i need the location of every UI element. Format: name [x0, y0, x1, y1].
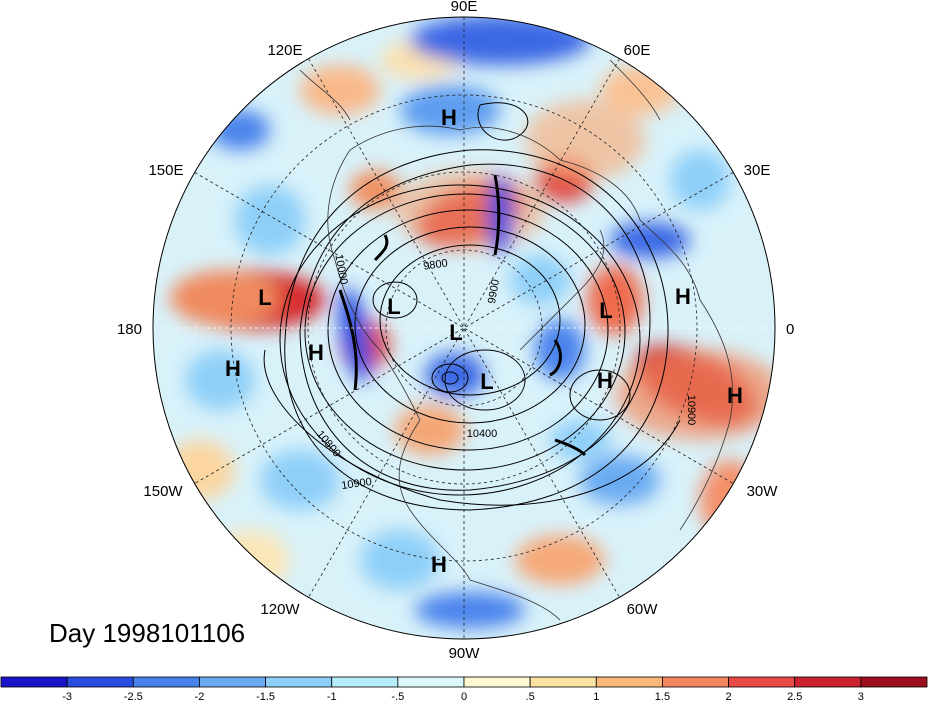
low-center: L [599, 298, 612, 323]
lon-label-60e: 60E [624, 42, 651, 59]
colorbar-box [794, 676, 862, 688]
pressure-centers: H H H H H H H L L L L L L [225, 105, 743, 577]
colorbar-box [265, 676, 333, 688]
lon-label-150e: 150E [148, 162, 183, 179]
colorbar-box [199, 676, 266, 688]
colorbar-tick-label: 3 [858, 691, 864, 702]
low-center: L [480, 369, 493, 394]
low-center: L [258, 285, 271, 310]
low-center: L [387, 294, 400, 319]
lon-label-150w: 150W [143, 483, 183, 500]
colorbar-tick-label: 2.5 [787, 691, 802, 702]
high-center: H [597, 368, 613, 393]
contour-label: 9800 [423, 257, 449, 272]
high-center: H [308, 340, 324, 365]
lon-label-90e: 90E [451, 0, 478, 15]
colorbar-box [0, 676, 68, 688]
colorbar-tick-label: .5 [526, 691, 535, 702]
lon-label-120e: 120E [267, 42, 302, 59]
colorbar-tick-label: 1.5 [655, 691, 670, 702]
day-label: Day 1998101106 [49, 618, 246, 648]
colorbar-tick-label: 1 [593, 691, 599, 702]
colorbar-box [595, 676, 663, 688]
high-center: H [727, 383, 743, 408]
anomaly-shading [153, 17, 775, 639]
contour-label: 10000 [332, 253, 349, 285]
contour-label: 9900 [486, 278, 502, 304]
height-contours [263, 102, 681, 511]
colorbar-box [728, 676, 796, 688]
colorbar-box [331, 676, 399, 688]
lon-label-60w: 60W [627, 601, 659, 618]
high-center: H [225, 356, 241, 381]
longitude-labels: 90E 60E 30E 0 30W 60W 90W 120W 150W 180 … [117, 0, 794, 662]
colorbar-tick-label: -1.5 [256, 691, 275, 702]
graticule [153, 17, 775, 639]
jet-contours [338, 174, 587, 457]
low-center: L [449, 320, 462, 345]
colorbar-tick-label: -2.5 [124, 691, 143, 702]
coastlines [299, 59, 734, 621]
colorbar-boxes [0, 676, 928, 688]
colorbar-tick-label: -1 [327, 691, 337, 702]
colorbar-box [860, 676, 928, 688]
lon-label-120w: 120W [260, 601, 300, 618]
colorbar-box [463, 676, 531, 688]
colorbar-box [662, 676, 729, 688]
colorbar-box [397, 676, 465, 688]
lon-label-180: 180 [117, 321, 142, 338]
contour-label: 10400 [467, 428, 498, 440]
colorbar-box [66, 676, 134, 688]
colorbar-tick-label: -2 [195, 691, 205, 702]
colorbar: -3 -2.5 -2 -1.5 -1 -.5 0 .5 1 1.5 2 2.5 3 [0, 676, 928, 702]
lon-label-90w: 90W [449, 645, 481, 662]
polar-stereographic-map: 90E 60E 30E 0 30W 60W 90W 120W 150W 180 … [117, 0, 794, 662]
contour-label: 10900 [341, 476, 373, 492]
contour-label: 10900 [685, 395, 697, 426]
lon-label-30e: 30E [744, 162, 771, 179]
colorbar-tick-label: -3 [62, 691, 72, 702]
colorbar-tick-label: -.5 [391, 691, 404, 702]
colorbar-box [132, 676, 200, 688]
map-boundary [152, 16, 776, 640]
colorbar-ticks: -3 -2.5 -2 -1.5 -1 -.5 0 .5 1 1.5 2 2.5 3 [62, 691, 864, 702]
colorbar-tick-label: 0 [461, 691, 467, 702]
lon-label-0: 0 [786, 321, 794, 338]
high-center: H [431, 552, 447, 577]
lon-label-30w: 30W [747, 483, 779, 500]
colorbar-tick-label: 2 [726, 691, 732, 702]
high-center: H [675, 284, 691, 309]
high-center: H [441, 105, 457, 130]
colorbar-box [529, 676, 597, 688]
